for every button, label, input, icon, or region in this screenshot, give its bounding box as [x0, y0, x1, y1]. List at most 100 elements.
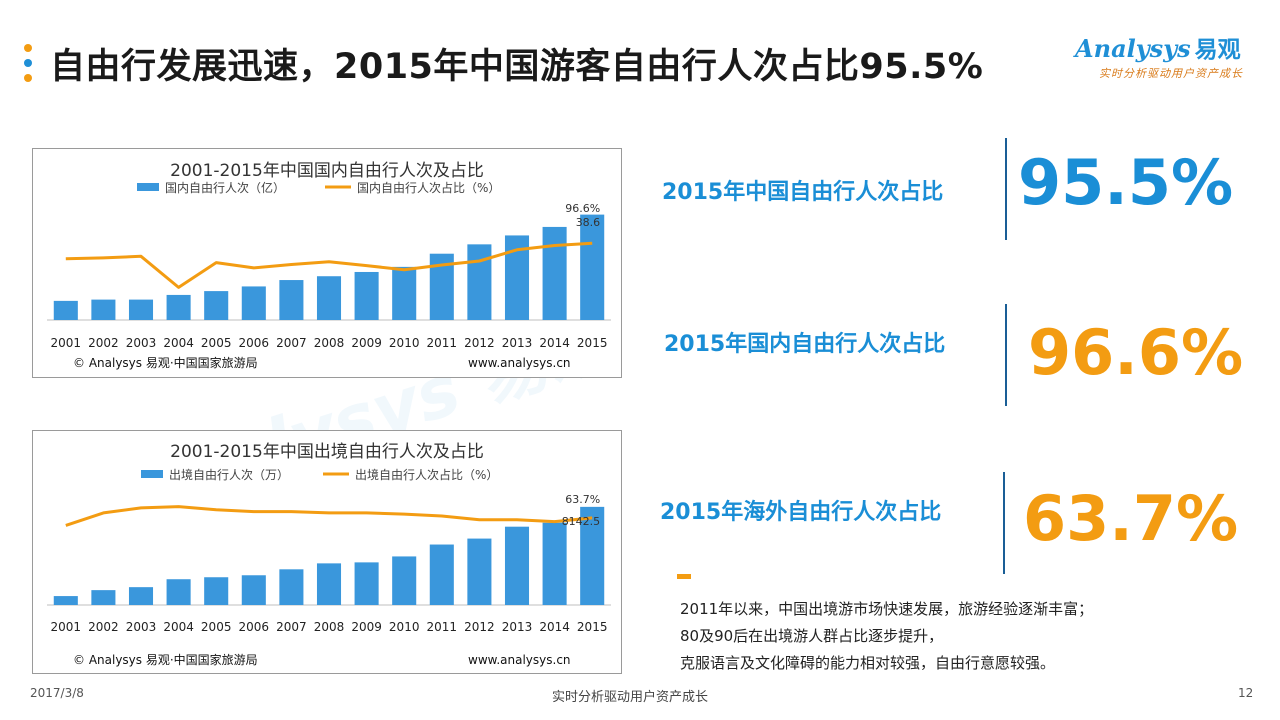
- stat-label: 2015年国内自由行人次占比: [664, 332, 946, 357]
- title-dot: [24, 74, 32, 82]
- data-label-bar: 8142.5: [562, 515, 601, 528]
- bar-2001: [53, 596, 78, 605]
- tick-label-2014: 2014: [539, 336, 570, 350]
- tick-label-2010: 2010: [389, 620, 420, 634]
- tick-label-2012: 2012: [464, 336, 495, 350]
- legend-bar-swatch: [141, 470, 163, 478]
- tick-label-2005: 2005: [201, 620, 232, 634]
- bar-2014: [542, 522, 567, 605]
- stat-label: 2015年海外自由行人次占比: [660, 500, 942, 525]
- accent-dash: [677, 574, 691, 579]
- tick-label-2008: 2008: [314, 336, 345, 350]
- chart-source: © Analysys 易观·中国国家旅游局: [73, 355, 258, 370]
- share-line: [65, 241, 593, 289]
- tick-label-2004: 2004: [163, 336, 194, 350]
- stat-value: 96.6%: [1028, 316, 1244, 389]
- stat-divider: [1005, 304, 1007, 406]
- bar-2001: [53, 300, 78, 320]
- bar-2011: [429, 544, 454, 605]
- domestic-chart: 2001-2015年中国国内自由行人次及占比 国内自由行人次（亿） 国内自由行人次占…: [32, 148, 622, 378]
- bar-2010: [392, 266, 417, 320]
- bar-2006: [241, 286, 266, 320]
- page-number: 12: [1238, 686, 1254, 700]
- tick-label-2003: 2003: [126, 620, 157, 634]
- bar-2007: [279, 569, 304, 605]
- outbound-chart: 2001-2015年中国出境自由行人次及占比出境自由行人次（万） 出境自由行人次占…: [32, 430, 622, 674]
- tick-label-2005: 2005: [201, 336, 232, 350]
- stat-china: 2015年中国自由行人次占比 95.5%: [640, 138, 1240, 248]
- analysis-note: 2011年以来，中国出境游市场快速发展，旅游经验逐渐丰富； 80及90后在出境游…: [680, 596, 1093, 677]
- note-line: 2011年以来，中国出境游市场快速发展，旅游经验逐渐丰富；: [680, 600, 1094, 618]
- bar-2003: [128, 299, 154, 320]
- tick-label-2006: 2006: [239, 336, 270, 350]
- bar-2002: [91, 590, 116, 605]
- bar-2012: [467, 244, 492, 320]
- stat-domestic: 2015年国内自由行人次占比 96.6%: [640, 304, 1244, 414]
- bar-2009: [354, 271, 379, 320]
- bar-2012: [467, 538, 492, 605]
- tick-label-2001: 2001: [51, 336, 82, 350]
- tick-label-2015: 2015: [577, 336, 608, 350]
- chart-title: 2001-2015年中国出境自由行人次及占比: [170, 442, 484, 462]
- tick-label-2010: 2010: [389, 336, 420, 350]
- data-label-line: 63.7%: [565, 493, 600, 506]
- bar-2002: [91, 299, 116, 320]
- tick-label-2012: 2012: [464, 620, 495, 634]
- tick-label-2007: 2007: [276, 620, 307, 634]
- bar-2008: [316, 276, 342, 320]
- stat-divider: [1003, 472, 1005, 574]
- chart-title: 2001-2015年中国国内自由行人次及占比: [170, 161, 484, 181]
- tick-label-2011: 2011: [427, 336, 458, 350]
- legend-bar-label: 出境自由行人次（万）: [169, 467, 289, 482]
- bar-2008: [316, 563, 342, 605]
- bar-2003: [128, 587, 154, 605]
- tick-label-2006: 2006: [239, 620, 270, 634]
- bar-2014: [542, 226, 567, 320]
- stat-divider: [1005, 138, 1007, 240]
- legend-line-label: 国内自由行人次占比（%）: [357, 180, 500, 195]
- chart-legend: 出境自由行人次（万） 出境自由行人次占比（%）: [141, 467, 498, 482]
- legend-bar-swatch: [137, 183, 159, 191]
- bar-2005: [204, 577, 229, 605]
- stat-value: 95.5%: [1018, 146, 1234, 219]
- tick-label-2011: 2011: [427, 620, 458, 634]
- title-dot: [24, 59, 32, 67]
- footer-date: 2017/3/8: [30, 686, 84, 700]
- chart-legend: 国内自由行人次（亿） 国内自由行人次占比（%）: [137, 180, 500, 195]
- bar-2013: [504, 526, 530, 605]
- tick-label-2002: 2002: [88, 620, 119, 634]
- tick-label-2009: 2009: [351, 620, 382, 634]
- tick-label-2013: 2013: [502, 336, 533, 350]
- bar-2015: [580, 506, 605, 605]
- note-line: 克服语言及文化障碍的能力相对较强，自由行意愿较强。: [680, 654, 1056, 672]
- stat-overseas: 2015年海外自由行人次占比 63.7%: [640, 472, 1240, 582]
- tick-label-2015: 2015: [577, 620, 608, 634]
- tick-label-2013: 2013: [502, 620, 533, 634]
- bar-2006: [241, 575, 266, 605]
- tick-label-2014: 2014: [539, 620, 570, 634]
- share-line: [65, 505, 593, 527]
- note-line: 80及90后在出境游人群占比逐步提升，: [680, 627, 944, 645]
- bar-2010: [392, 556, 417, 605]
- bar-2005: [204, 291, 229, 320]
- tick-label-2007: 2007: [276, 336, 307, 350]
- chart-url: www.analysys.cn: [468, 653, 571, 667]
- stat-value: 63.7%: [1023, 482, 1239, 555]
- legend-bar-label: 国内自由行人次（亿）: [165, 180, 285, 195]
- bar-2004: [166, 294, 191, 320]
- data-label-bar: 38.6: [576, 216, 601, 229]
- bar-2009: [354, 562, 379, 605]
- chart-url: www.analysys.cn: [468, 356, 571, 370]
- stat-label: 2015年中国自由行人次占比: [662, 180, 944, 205]
- footer-tagline: 实时分析驱动用户资产成长: [552, 690, 709, 705]
- data-label-line: 96.6%: [565, 202, 600, 215]
- title-dots: [24, 44, 34, 89]
- bar-2007: [279, 280, 304, 320]
- logo-chinese: 易观: [1194, 37, 1241, 63]
- tick-label-2002: 2002: [88, 336, 119, 350]
- tick-label-2004: 2004: [163, 620, 194, 634]
- bar-2015: [580, 214, 605, 320]
- logo-wordmark: Analysys: [1075, 34, 1191, 63]
- tick-label-2003: 2003: [126, 336, 157, 350]
